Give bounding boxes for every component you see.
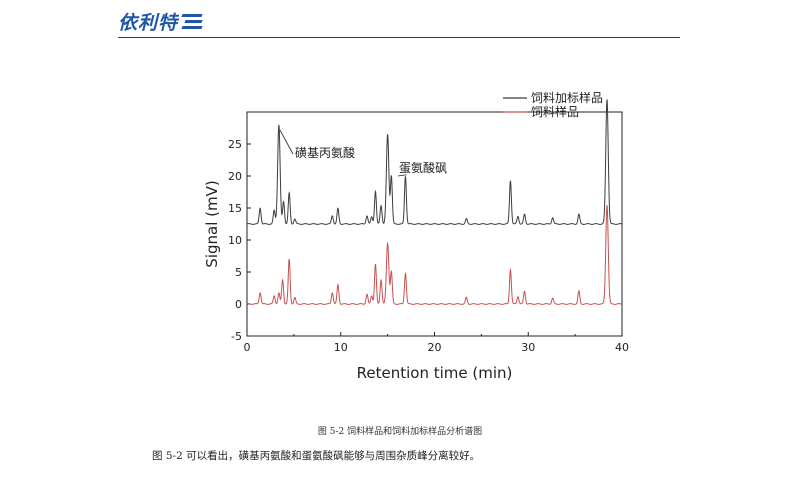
body-paragraph: 图 5-2 可以看出，磺基丙氨酸和蛋氨酸砜能够与周围杂质峰分离较好。 xyxy=(152,450,481,462)
y-tick-label: 20 xyxy=(228,170,242,183)
x-tick-label: 10 xyxy=(334,341,348,354)
x-tick-label: 20 xyxy=(428,341,442,354)
annotation-pointer xyxy=(397,174,407,177)
logo-text: 依利特 xyxy=(118,11,179,34)
y-tick-label: -5 xyxy=(231,330,242,343)
series-line-spiked-sample xyxy=(246,99,623,225)
company-logo: 依利特 xyxy=(118,8,203,34)
annotation-cysteic-acid: 磺基丙氨酸 xyxy=(295,145,355,160)
y-tick-label: 15 xyxy=(228,202,242,215)
annotation-pointer xyxy=(279,129,294,155)
annotation-methionine-sulfone: 蛋氨酸砜 xyxy=(399,160,447,175)
x-tick-label: 40 xyxy=(615,341,629,354)
y-tick-label: 10 xyxy=(228,234,242,247)
x-tick-label: 0 xyxy=(244,341,251,354)
figure-caption: 图 5-2 饲料样品和饲料加标样品分析谱图 xyxy=(317,427,483,437)
y-tick-label: 5 xyxy=(235,266,242,279)
y-tick-label: 25 xyxy=(228,138,242,151)
legend-entry: 饲料加标样品 xyxy=(531,90,603,105)
y-axis-label: Signal (mV) xyxy=(203,180,221,267)
x-axis-label: Retention time (min) xyxy=(357,364,513,382)
legend-entry: 饲料样品 xyxy=(531,104,579,119)
y-tick-label: 0 xyxy=(235,298,242,311)
series-line-feed-sample xyxy=(246,205,623,305)
x-tick-label: 30 xyxy=(521,341,535,354)
header-rule xyxy=(118,37,680,38)
